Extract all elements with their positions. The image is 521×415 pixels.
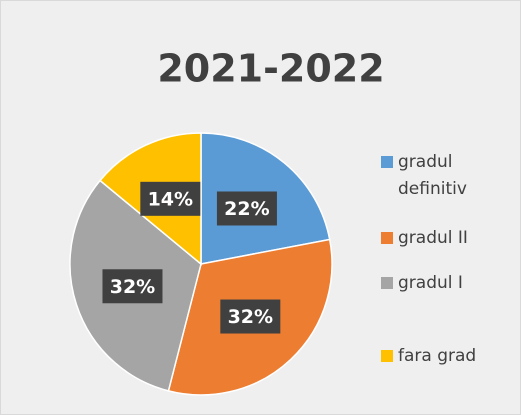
data-label: 22% [224,198,269,220]
data-label: 14% [148,188,193,210]
legend-label: fara grad [398,346,477,366]
legend-label: gradul definitiv [398,152,467,199]
legend-item: fara grad [381,343,513,370]
legend-item: gradul II [381,225,513,252]
legend-swatch [381,350,393,362]
legend-item: gradul definitiv [381,149,513,203]
legend-item: gradul I [381,270,513,297]
legend-label: gradul II [398,228,468,248]
legend-swatch [381,232,393,244]
data-label: 32% [228,306,273,328]
legend-swatch [381,156,393,168]
chart-title: 2021-2022 [157,47,384,91]
data-label-box [216,191,277,226]
legend-swatch [381,277,393,289]
legend-label: gradul I [398,273,463,293]
data-label: 32% [110,276,155,298]
data-label-box [220,299,281,334]
data-label-box [102,269,163,304]
data-label-box [140,181,201,216]
